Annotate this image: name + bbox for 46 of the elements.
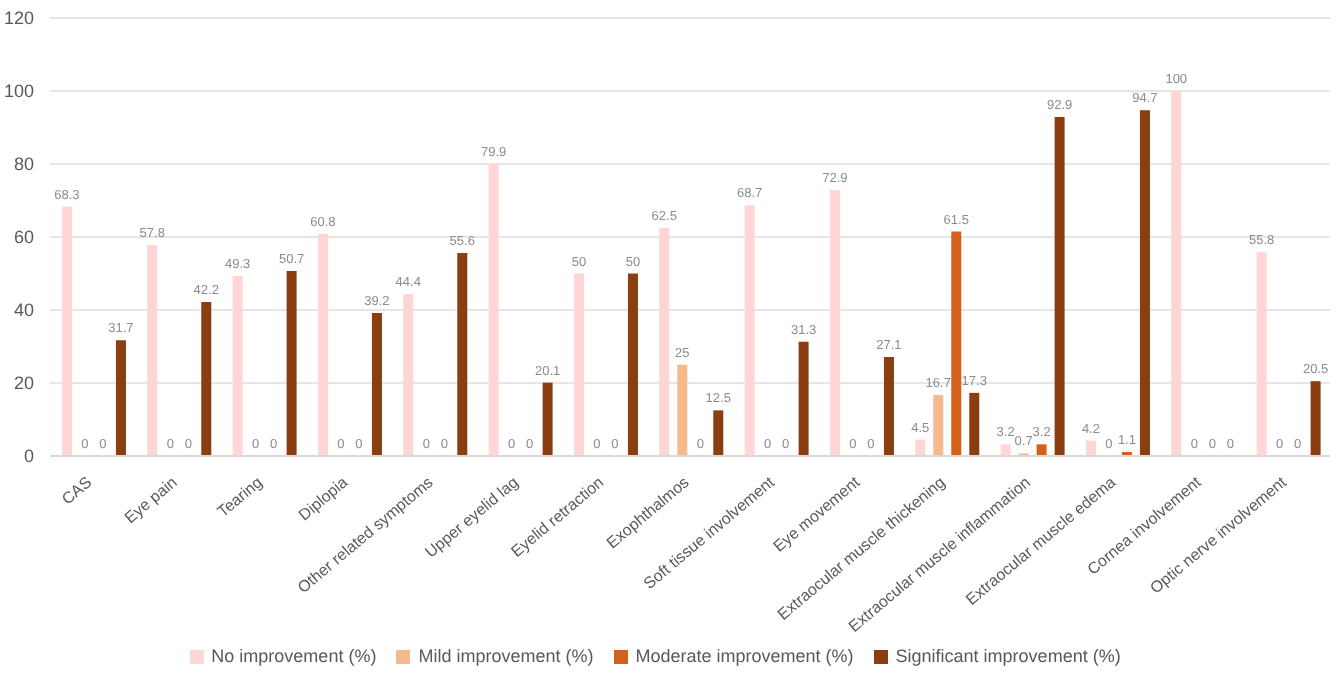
bar: [286, 270, 297, 456]
bar: [61, 206, 72, 456]
bar: [798, 341, 809, 456]
bar: [1000, 444, 1011, 456]
bar: [713, 410, 724, 456]
bar: [201, 301, 212, 456]
y-tick-label: 120: [3, 8, 34, 29]
bar: [573, 273, 584, 456]
bar: [744, 205, 755, 456]
bar: [1085, 440, 1096, 456]
bar: [1036, 444, 1047, 456]
legend-label: Mild improvement (%): [418, 646, 594, 666]
y-tick-label: 100: [3, 81, 34, 102]
legend-label: Significant improvement (%): [895, 646, 1121, 666]
bar: [951, 231, 962, 456]
bar: [1054, 116, 1065, 456]
x-tick-label: Eye pain: [121, 473, 181, 528]
y-tick-label: 40: [13, 300, 34, 321]
bar: [403, 293, 414, 456]
bar: [677, 364, 688, 456]
bar: [1310, 381, 1321, 456]
bar: [969, 392, 980, 456]
bar: [627, 273, 638, 456]
bar: [1171, 91, 1182, 456]
bar: [829, 189, 840, 456]
legend-label: No improvement (%): [211, 646, 377, 666]
bar: [659, 227, 670, 456]
x-tick-label: CAS: [58, 473, 96, 509]
bar: [933, 395, 944, 456]
bar: [488, 164, 499, 456]
bar: [542, 382, 553, 456]
y-tick-label: 60: [13, 227, 34, 248]
bar: [115, 340, 126, 456]
y-tick-label: 0: [23, 446, 34, 467]
legend-label: Moderate improvement (%): [635, 646, 854, 666]
bar: [457, 253, 468, 456]
y-tick-label: 80: [13, 154, 34, 175]
bar: [1256, 252, 1267, 456]
bar: [915, 439, 926, 456]
bar: [371, 312, 382, 456]
bar: [317, 234, 328, 456]
y-tick-label: 20: [13, 373, 34, 394]
bar: [232, 276, 243, 456]
bar: [147, 245, 158, 456]
bar: [1139, 110, 1150, 456]
bar: [883, 357, 894, 456]
